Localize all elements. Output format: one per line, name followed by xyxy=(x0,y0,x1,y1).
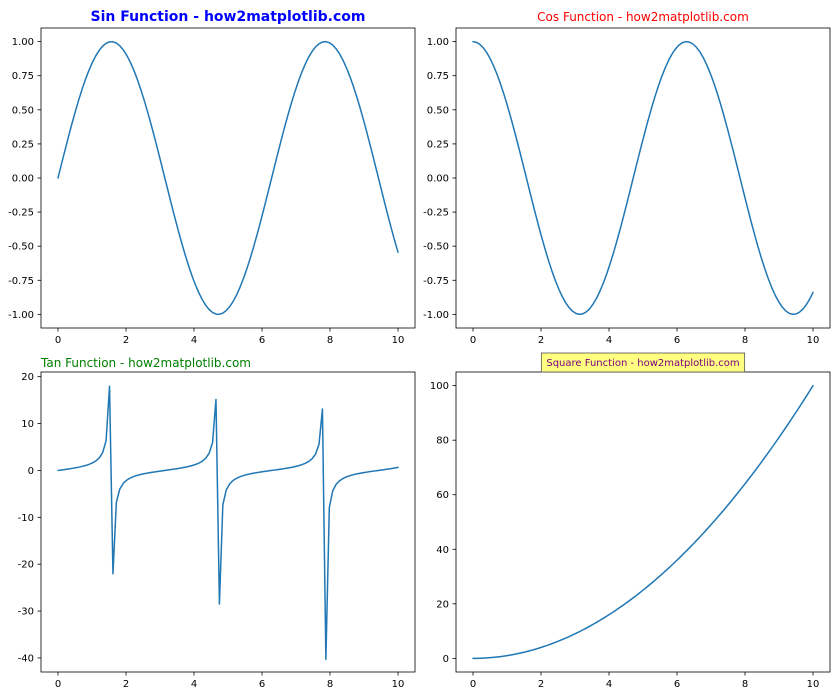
y-tick-label: 40 xyxy=(436,545,449,556)
x-tick-label: 8 xyxy=(327,335,333,346)
y-tick-label: 10 xyxy=(21,419,34,430)
x-tick-label: 4 xyxy=(606,679,612,690)
y-tick-label: 0.75 xyxy=(427,71,449,82)
title-box xyxy=(540,352,746,373)
series-line-square xyxy=(472,384,814,660)
x-tick-label: 2 xyxy=(123,679,129,690)
x-tick-label: 6 xyxy=(259,679,265,690)
y-tick-label: 60 xyxy=(436,490,449,501)
y-tick-label: 0.25 xyxy=(12,139,34,150)
axes-frame xyxy=(40,371,416,673)
y-tick-label: -30 xyxy=(18,607,34,618)
y-tick-label: -20 xyxy=(18,560,34,571)
y-tick-label: 0 xyxy=(28,466,34,477)
chart-title: Square Function - how2matplotlib.com xyxy=(546,358,739,369)
y-tick-label: 1.00 xyxy=(12,37,34,48)
chart-title: Tan Function - how2matplotlib.com xyxy=(40,356,251,370)
y-tick-label: 0.50 xyxy=(427,105,449,116)
chart-title: Sin Function - how2matplotlib.com xyxy=(90,9,365,25)
x-tick-label: 6 xyxy=(674,679,680,690)
y-tick-label: -0.25 xyxy=(423,208,449,219)
y-tick-label: -0.75 xyxy=(8,276,34,287)
x-tick-label: 8 xyxy=(742,335,748,346)
y-tick-label: 20 xyxy=(436,599,449,610)
subplot-tan: 0 2 4 6 8 10 -40 -30 -20 -10 0 10 20 Tan Function - h… xyxy=(18,356,416,690)
y-tick-label: 20 xyxy=(21,372,34,383)
y-tick-label: 100 xyxy=(430,381,449,392)
y-tick-label: 1.00 xyxy=(427,37,449,48)
x-tick-label: 2 xyxy=(538,679,544,690)
subplot-sin: 0 2 4 6 8 10 -1.00 -0.75 -0.50 -0.25 0.00 0.25 0.50 0… xyxy=(8,9,416,346)
y-tick-label: -0.25 xyxy=(8,208,34,219)
y-tick-label: -10 xyxy=(18,513,34,524)
y-tick-label: 0.00 xyxy=(427,174,449,185)
x-tick-label: 4 xyxy=(191,335,197,346)
subplot-cos: 0 2 4 6 8 10 -1.00 -0.75 -0.50 -0.25 0.00 0.25 0.50 0… xyxy=(423,10,831,346)
x-tick-label: 10 xyxy=(392,335,405,346)
series-line-sin xyxy=(57,40,399,316)
x-tick-label: 6 xyxy=(259,335,265,346)
y-tick-label: -1.00 xyxy=(423,310,449,321)
y-tick-label: -40 xyxy=(18,653,34,664)
x-tick-label: 0 xyxy=(55,335,61,346)
x-tick-label: 10 xyxy=(807,335,820,346)
x-tick-label: 0 xyxy=(470,335,476,346)
x-tick-label: 2 xyxy=(123,335,129,346)
y-tick-label: -0.75 xyxy=(423,276,449,287)
chart-title: Cos Function - how2matplotlib.com xyxy=(537,10,749,24)
series-line-cos xyxy=(472,40,814,316)
x-tick-label: 0 xyxy=(470,679,476,690)
y-tick-label: -0.50 xyxy=(8,242,34,253)
y-tick-label: 0.75 xyxy=(12,71,34,82)
y-tick-label: 80 xyxy=(436,436,449,447)
y-tick-label: 0 xyxy=(443,654,449,665)
y-tick-label: 0.25 xyxy=(427,139,449,150)
x-tick-label: 8 xyxy=(742,679,748,690)
x-tick-label: 2 xyxy=(538,335,544,346)
x-tick-label: 10 xyxy=(807,679,820,690)
x-tick-label: 6 xyxy=(674,335,680,346)
x-tick-label: 4 xyxy=(191,679,197,690)
x-tick-label: 0 xyxy=(55,679,61,690)
y-tick-label: 0.50 xyxy=(12,105,34,116)
y-tick-label: -1.00 xyxy=(8,310,34,321)
x-tick-label: 8 xyxy=(327,679,333,690)
x-tick-label: 4 xyxy=(606,335,612,346)
series-line-tan xyxy=(57,385,399,661)
y-tick-label: 0.00 xyxy=(12,174,34,185)
y-tick-label: -0.50 xyxy=(423,242,449,253)
x-tick-label: 10 xyxy=(392,679,405,690)
